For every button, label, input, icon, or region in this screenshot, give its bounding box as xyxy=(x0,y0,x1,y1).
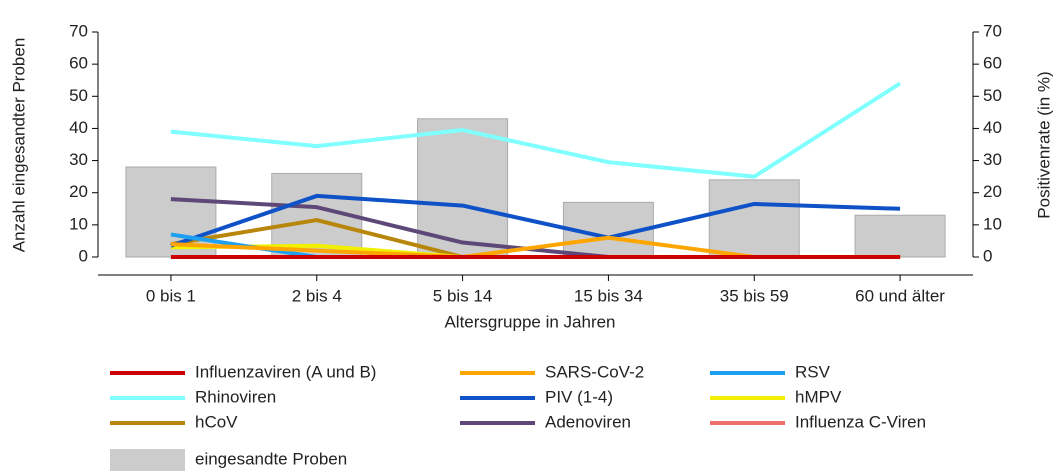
y2-tick-label: 40 xyxy=(983,118,1002,137)
legend-label: SARS-CoV-2 xyxy=(545,362,644,381)
legend-label: hCoV xyxy=(195,412,238,431)
line xyxy=(170,193,901,248)
y-axis-title: Anzahl eingesandter Proben xyxy=(9,38,28,253)
x-tick-label: 15 bis 34 xyxy=(574,286,643,305)
x-tick-label: 0 bis 1 xyxy=(146,286,196,305)
y-tick-label: 70 xyxy=(69,21,88,40)
y2-tick-label: 10 xyxy=(983,214,1002,233)
y2-tick-label: 50 xyxy=(983,86,1002,105)
legend-label: eingesandte Proben xyxy=(195,449,347,468)
legend-label: Adenoviren xyxy=(545,412,631,431)
y-tick-label: 50 xyxy=(69,86,88,105)
legend: Influenzaviren (A und B) SARS-CoV-2 RSV Rhi… xyxy=(110,362,926,471)
y-tick-label: 60 xyxy=(69,54,88,73)
y2-tick-label: 30 xyxy=(983,150,1002,169)
legend-label: Rhinoviren xyxy=(195,387,276,406)
legend-label: hMPV xyxy=(795,387,842,406)
bar xyxy=(708,179,800,258)
x-tick-label: 2 bis 4 xyxy=(292,286,342,305)
line xyxy=(170,81,902,179)
x-tick-label: 5 bis 14 xyxy=(433,286,493,305)
y-tick-label: 0 xyxy=(79,246,88,265)
legend-label: Influenza C-Viren xyxy=(795,412,926,431)
x-tick-label: 60 und älter xyxy=(855,286,945,305)
x-axis-title: Altersgruppe in Jahren xyxy=(444,312,615,331)
y2-tick-label: 70 xyxy=(983,21,1002,40)
legend-swatch xyxy=(110,449,185,471)
bar xyxy=(854,214,946,258)
plot-area xyxy=(125,81,946,259)
x-tick-label: 35 bis 59 xyxy=(720,286,789,305)
y-tick-label: 10 xyxy=(69,214,88,233)
y2-tick-label: 0 xyxy=(983,246,992,265)
y2-tick-label: 20 xyxy=(983,182,1002,201)
legend-label: Influenzaviren (A und B) xyxy=(195,362,376,381)
y-tick-label: 30 xyxy=(69,150,88,169)
y-tick-label: 40 xyxy=(69,118,88,137)
y2-tick-label: 60 xyxy=(983,54,1002,73)
legend-label: RSV xyxy=(795,362,831,381)
y-tick-label: 20 xyxy=(69,182,88,201)
legend-label: PIV (1-4) xyxy=(545,387,613,406)
bar xyxy=(125,166,217,258)
y2-axis-title: Positivenrate (in %) xyxy=(1034,71,1053,218)
